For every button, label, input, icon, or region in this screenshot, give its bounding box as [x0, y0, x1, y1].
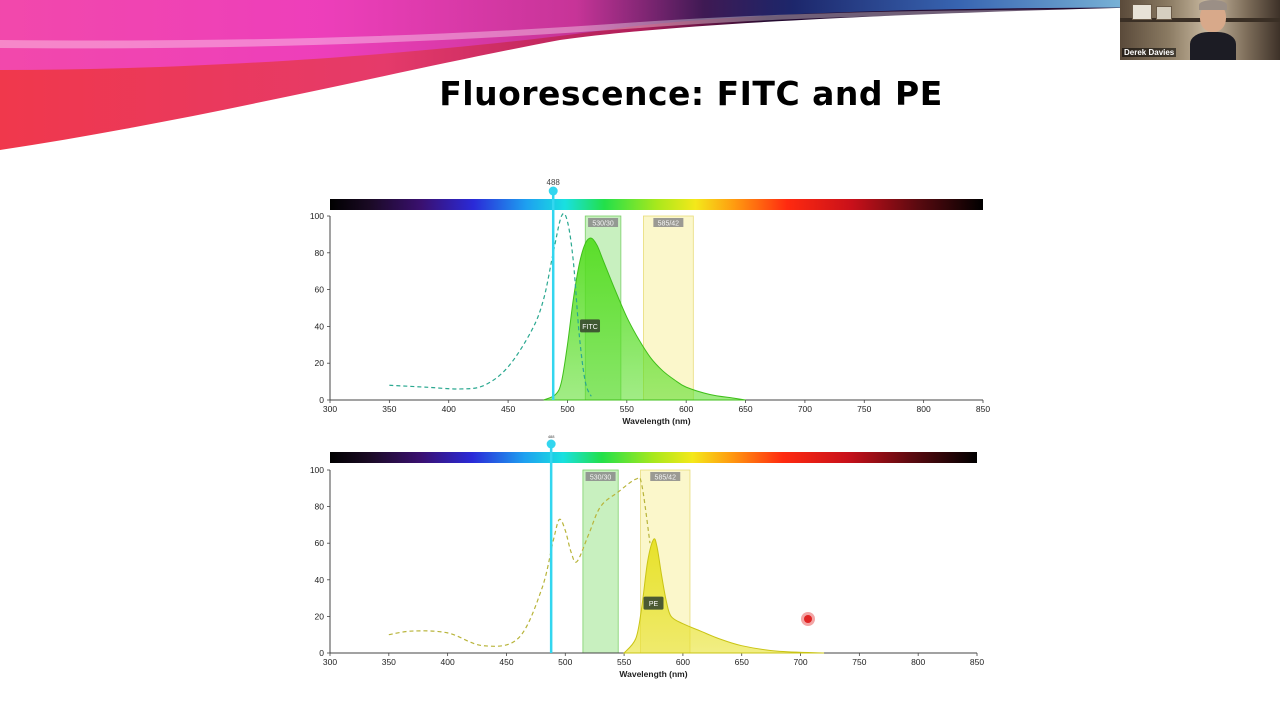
fitc-emission-area [543, 237, 746, 401]
pe-x-tick-label: 700 [793, 657, 807, 667]
pe-laser-label: 488 [548, 434, 555, 439]
fitc-laser-marker [548, 186, 558, 196]
fitc-x-tick-label: 750 [857, 404, 871, 414]
participant-name: Derek Davies [1122, 48, 1177, 57]
spectrum-bar [330, 199, 983, 210]
pe-laser-marker [546, 439, 556, 449]
fitc-y-tick-label: 100 [310, 211, 324, 221]
pe-y-tick-label: 20 [315, 611, 325, 621]
fitc-filter-label-2: 585/42 [658, 221, 680, 228]
fitc-y-tick-label: 80 [315, 248, 325, 258]
pe-x-tick-label: 450 [499, 657, 513, 667]
pe-x-tick-label: 600 [676, 657, 690, 667]
fitc-laser-label: 488 [547, 178, 561, 187]
pe-y-tick-label: 60 [315, 538, 325, 548]
pe-x-tick-label: 400 [441, 657, 455, 667]
fitc-y-tick-label: 20 [315, 358, 325, 368]
fitc-dye-label: FITC [582, 324, 598, 331]
pe-excitation-curve [388, 476, 651, 647]
pe-y-tick-label: 0 [319, 648, 324, 658]
pe-x-tick-label: 750 [852, 657, 866, 667]
fitc-y-tick-label: 0 [319, 395, 324, 405]
fitc-x-tick-label: 700 [798, 404, 812, 414]
fitc-dye-tag [580, 319, 601, 333]
fitc-filter-label-bg-2 [653, 218, 684, 227]
participant-avatar [1190, 0, 1236, 60]
pe-x-tick-label: 550 [617, 657, 631, 667]
pe-filter-band-1 [582, 469, 619, 654]
pe-chart: 530/30 585/42 0 20 40 60 80 100 300 350 400 450 500 5… [310, 434, 985, 679]
pe-y-tick-label: 80 [315, 502, 325, 512]
fitc-x-tick-label: 550 [620, 404, 634, 414]
fitc-y-tick-label: 40 [315, 321, 325, 331]
fitc-x-axis-label: Wavelength (nm) [622, 416, 690, 426]
fitc-filter-label-1: 530/30 [592, 221, 614, 228]
fitc-excitation-curve [389, 212, 592, 397]
pe-filter-label-bg-2 [650, 472, 681, 481]
pe-x-tick-label: 350 [382, 657, 396, 667]
slide-title: Fluorescence: FITC and PE [439, 74, 943, 113]
fitc-chart: 530/30 585/42 0 20 40 60 80 100 300 350 400 450 500 5… [310, 178, 991, 426]
fitc-x-tick-label: 400 [442, 404, 456, 414]
decorative-banner [0, 0, 1280, 150]
pe-dye-label: PE [649, 601, 659, 608]
pe-filter-label-2: 585/42 [655, 475, 677, 482]
fitc-x-tick-label: 850 [976, 404, 990, 414]
pe-x-tick-label: 800 [911, 657, 925, 667]
participant-video[interactable]: Derek Davies [1120, 0, 1280, 60]
fitc-x-tick-label: 300 [323, 404, 337, 414]
fitc-y-tick-label: 60 [315, 285, 325, 295]
pe-filter-label-1: 530/30 [590, 475, 612, 482]
fitc-x-tick-label: 800 [917, 404, 931, 414]
fitc-x-tick-label: 350 [382, 404, 396, 414]
pe-x-axis-label: Wavelength (nm) [619, 669, 687, 679]
pe-y-tick-label: 100 [310, 465, 324, 475]
pe-x-tick-label: 300 [323, 657, 337, 667]
fitc-x-tick-label: 500 [560, 404, 574, 414]
pe-filter-label-bg-1 [585, 472, 616, 481]
pe-x-tick-label: 650 [735, 657, 749, 667]
fitc-x-tick-label: 450 [501, 404, 515, 414]
fitc-x-tick-label: 600 [679, 404, 693, 414]
pe-x-tick-label: 850 [970, 657, 984, 667]
pe-x-tick-label: 500 [558, 657, 572, 667]
pe-dye-tag [643, 596, 664, 610]
spectrum-bar [330, 452, 977, 463]
record-indicator-icon [801, 612, 815, 626]
pe-emission-area [623, 538, 825, 654]
fitc-x-tick-label: 650 [738, 404, 752, 414]
fitc-filter-label-bg-1 [588, 218, 619, 227]
pe-y-tick-label: 40 [315, 575, 325, 585]
